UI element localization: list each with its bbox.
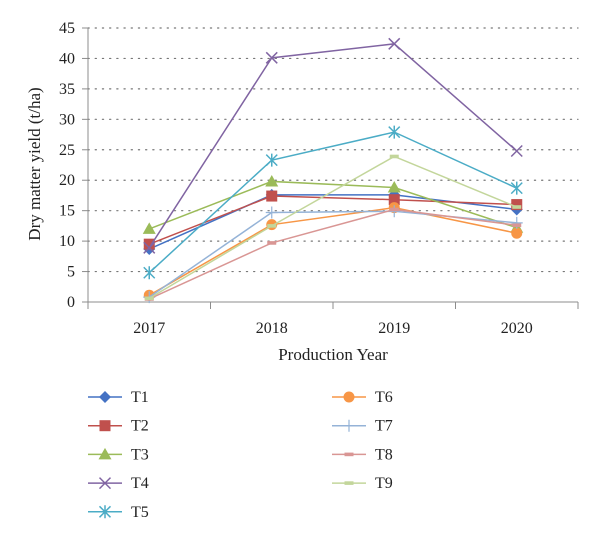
legend-item-t5: T5 — [88, 504, 149, 521]
series-line — [148, 208, 517, 300]
legend-marker — [98, 477, 112, 490]
data-point — [510, 144, 523, 158]
legend-marker — [344, 481, 354, 485]
data-point — [265, 206, 278, 219]
legend-marker — [99, 391, 111, 403]
data-point — [265, 153, 278, 167]
y-tick-label: 45 — [59, 20, 75, 37]
data-point — [267, 241, 277, 245]
legend-item-t2: T2 — [88, 418, 149, 435]
data-point — [144, 296, 154, 301]
data-point — [388, 194, 400, 206]
y-tick-label: 35 — [59, 81, 75, 98]
series-line — [148, 206, 517, 296]
tick-labels: 0 5 10 15 20 25 30 35 40 45 2017 2018 2019 2020 — [59, 20, 533, 337]
y-tick-label: 30 — [59, 111, 75, 128]
data-point — [265, 51, 278, 64]
legend-item-t8: T8 — [332, 446, 393, 463]
legend-item-t6: T6 — [332, 389, 393, 406]
x-tick-label: 2018 — [256, 320, 288, 337]
y-tick-label: 20 — [59, 172, 75, 189]
legend-marker — [98, 505, 112, 519]
legend-marker — [99, 420, 111, 432]
data-point — [143, 238, 155, 250]
data-point — [266, 190, 278, 202]
x-tick-label: 2020 — [501, 320, 533, 337]
gridlines — [87, 27, 579, 273]
y-axis-title: Dry matter yield (t/ha) — [25, 87, 44, 240]
data-point — [510, 181, 523, 195]
series-line — [148, 43, 518, 249]
legend-label: T2 — [131, 418, 149, 435]
data-point — [267, 224, 277, 228]
legend-marker — [98, 447, 112, 460]
data-point — [511, 199, 523, 211]
y-tick-label: 5 — [67, 264, 75, 281]
series-t5 — [143, 125, 523, 280]
legend-label: T1 — [131, 389, 149, 406]
legend-item-t4: T4 — [88, 475, 149, 492]
data-point — [142, 222, 156, 234]
legend-label: T6 — [375, 389, 393, 406]
legend-label: T5 — [131, 504, 149, 521]
legend-item-t7: T7 — [332, 418, 393, 435]
x-axis-title: Production Year — [278, 345, 388, 364]
series-t9 — [144, 154, 522, 301]
data-point — [265, 174, 279, 187]
data-point — [389, 207, 399, 212]
legend-label: T8 — [375, 446, 393, 463]
legend-item-t3: T3 — [88, 446, 149, 463]
series-t2 — [143, 190, 523, 250]
series-t7 — [143, 205, 523, 304]
series-group — [142, 37, 524, 304]
x-tick-label: 2017 — [133, 320, 165, 337]
data-point — [511, 227, 523, 239]
data-point — [143, 241, 156, 254]
data-point — [388, 37, 401, 50]
y-tick-label: 25 — [59, 142, 75, 159]
data-point — [512, 223, 522, 228]
legend-label: T7 — [375, 418, 393, 435]
legend-item-t9: T9 — [332, 475, 393, 492]
y-tick-label: 10 — [59, 233, 75, 250]
series-line — [148, 131, 518, 274]
data-point — [143, 266, 156, 280]
legend-label: T3 — [131, 446, 149, 463]
axes — [82, 27, 579, 309]
legend-label: T4 — [131, 475, 149, 492]
legend: T1 T2 T3 T4 T5 T6 T7 T8 T9 — [88, 389, 393, 521]
data-point — [387, 181, 401, 193]
y-tick-label: 15 — [59, 203, 75, 220]
series-line — [148, 195, 517, 245]
legend-marker — [343, 419, 355, 432]
y-tick-label: 0 — [67, 294, 75, 311]
series-line — [148, 155, 518, 299]
series-t6 — [143, 202, 523, 301]
legend-marker — [343, 391, 355, 403]
legend-item-t1: T1 — [88, 389, 149, 406]
x-tick-label: 2019 — [378, 320, 410, 337]
legend-label: T9 — [375, 475, 393, 492]
data-point — [389, 154, 399, 159]
series-t4 — [143, 37, 523, 254]
legend-marker — [344, 452, 354, 457]
series-line — [148, 180, 517, 230]
data-point — [512, 205, 522, 209]
y-tick-label: 40 — [59, 50, 75, 67]
data-point — [388, 125, 401, 139]
